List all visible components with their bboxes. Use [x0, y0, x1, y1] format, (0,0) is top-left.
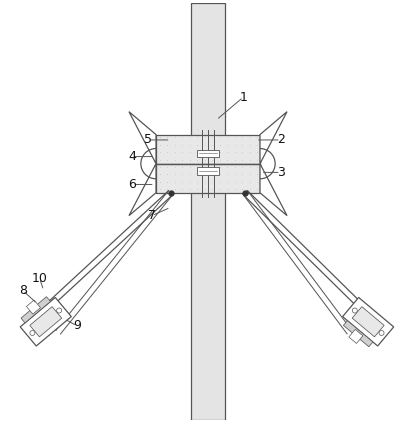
Polygon shape — [260, 164, 287, 216]
Polygon shape — [27, 300, 40, 314]
Polygon shape — [21, 297, 50, 323]
Polygon shape — [343, 297, 394, 346]
Polygon shape — [349, 330, 363, 343]
Circle shape — [30, 330, 35, 335]
Text: 7: 7 — [148, 209, 156, 222]
Polygon shape — [343, 321, 373, 347]
Bar — [197, 168, 220, 175]
Circle shape — [352, 308, 357, 313]
Polygon shape — [20, 297, 71, 346]
Bar — [197, 149, 220, 157]
Bar — [156, 164, 260, 193]
Text: 2: 2 — [277, 133, 285, 146]
Text: 6: 6 — [129, 178, 136, 191]
Circle shape — [379, 330, 384, 335]
Polygon shape — [352, 307, 384, 337]
Text: 1: 1 — [240, 91, 247, 104]
Circle shape — [57, 308, 62, 313]
Text: 8: 8 — [19, 284, 27, 297]
Text: 4: 4 — [129, 150, 136, 163]
Text: 3: 3 — [277, 166, 285, 179]
Polygon shape — [129, 112, 156, 164]
Polygon shape — [129, 164, 156, 216]
Text: 5: 5 — [144, 133, 152, 146]
Text: 10: 10 — [32, 272, 47, 285]
Text: 9: 9 — [73, 319, 81, 332]
Bar — [191, 3, 225, 420]
Bar — [156, 135, 260, 164]
Polygon shape — [260, 112, 287, 164]
Polygon shape — [30, 307, 62, 337]
